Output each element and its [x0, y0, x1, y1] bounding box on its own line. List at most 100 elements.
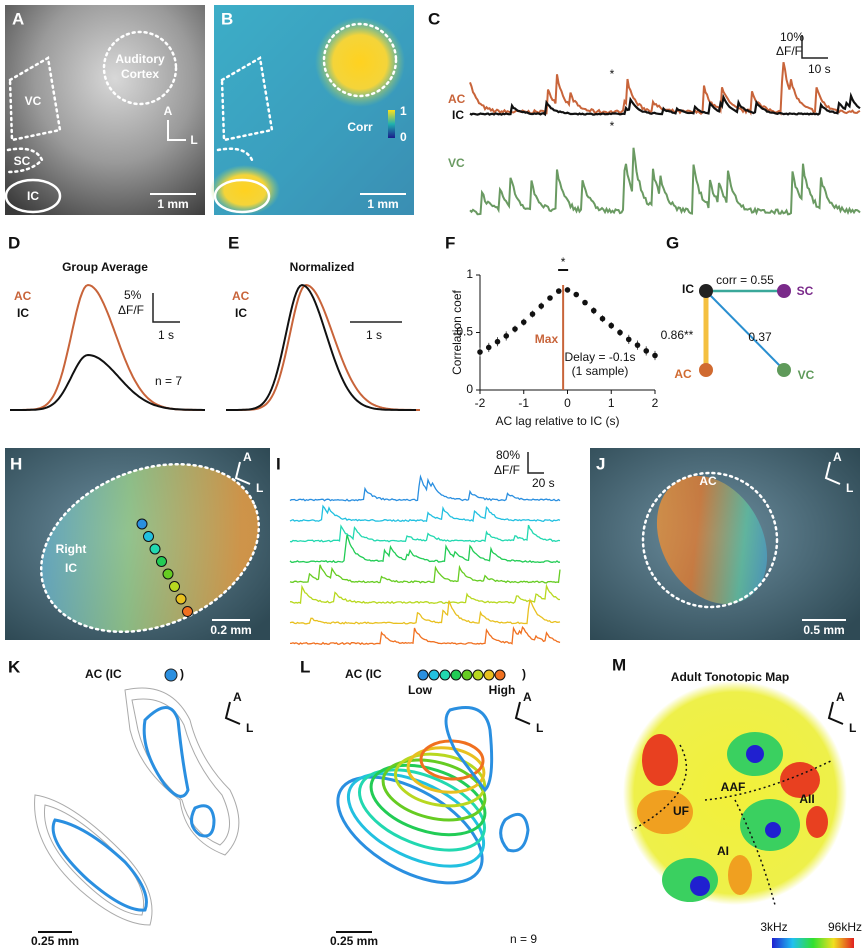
label: L — [190, 133, 197, 147]
label: 0.25 mm — [31, 934, 79, 948]
label: n = 9 — [510, 932, 537, 946]
point — [591, 308, 597, 314]
label: UF — [673, 804, 689, 818]
trace — [290, 525, 560, 542]
label: AC (IC — [85, 667, 122, 681]
correlation-chart: 00.51-2-1012Correlation coefAC lag relat… — [450, 255, 658, 428]
label: Corr — [347, 120, 373, 134]
significance: * — [561, 255, 566, 269]
label: 10 s — [808, 62, 831, 76]
label: SC — [797, 284, 814, 298]
trace — [470, 62, 860, 113]
label: 3kHz — [760, 920, 787, 934]
label: A — [836, 690, 845, 704]
label: A — [12, 9, 24, 28]
roi-dot — [418, 670, 428, 680]
point — [530, 311, 536, 317]
label: AC — [699, 474, 717, 488]
y-tick-label: 1 — [466, 267, 473, 281]
label: 80% — [496, 448, 520, 462]
label: M — [612, 655, 626, 674]
label: I — [276, 454, 281, 473]
label: IC — [17, 306, 29, 320]
label: AI — [717, 844, 729, 858]
traces — [470, 62, 860, 214]
trace — [470, 148, 860, 215]
label: Low — [408, 683, 433, 697]
label: Cortex — [121, 67, 159, 81]
label: 0.5 mm — [803, 623, 844, 637]
label: VC — [798, 368, 815, 382]
label: AII — [799, 792, 814, 806]
roi-dot — [495, 670, 505, 680]
point — [573, 292, 579, 298]
label: IC — [452, 108, 464, 122]
shape — [191, 806, 214, 836]
roi-dot — [484, 670, 494, 680]
label: 1 s — [366, 328, 382, 342]
roi-dot — [440, 670, 450, 680]
point — [512, 326, 518, 332]
label: ΔF/F — [776, 44, 802, 58]
label: L — [846, 481, 853, 495]
roi-dots — [418, 670, 505, 680]
point — [556, 288, 562, 294]
label: ΔF/F — [118, 303, 144, 317]
figure: A Auditory Cortex VC SC IC A L 1 mm B Co… — [0, 0, 867, 952]
label: Normalized — [290, 260, 355, 274]
shape — [728, 855, 752, 895]
label: L — [849, 721, 856, 735]
label: 5% — [124, 288, 142, 302]
label: A — [164, 104, 173, 118]
label: L — [246, 721, 253, 735]
label: IC — [682, 282, 694, 296]
label: L — [536, 721, 543, 735]
traces — [290, 477, 560, 645]
corr-hotspot — [315, 17, 405, 107]
corr-hotspot — [210, 165, 280, 215]
orientation-arrow — [516, 702, 530, 724]
roi-dot — [165, 669, 177, 681]
scale-bar — [528, 452, 544, 473]
max-label: Max — [535, 332, 559, 346]
label: * — [610, 67, 615, 81]
point — [495, 339, 501, 345]
scale-bar — [153, 293, 180, 322]
shape — [125, 688, 239, 855]
label: IC — [235, 306, 247, 320]
label: C — [428, 9, 440, 28]
point — [477, 349, 483, 355]
roi-dot — [473, 670, 483, 680]
point — [503, 333, 509, 339]
label: 0.86** — [661, 328, 694, 342]
label: H — [10, 454, 22, 473]
label: High — [489, 683, 516, 697]
point — [600, 316, 606, 322]
label: J — [596, 454, 605, 473]
label: A — [243, 450, 252, 464]
y-tick-label: 0 — [466, 382, 473, 396]
shape — [662, 858, 718, 902]
trace — [290, 506, 560, 521]
x-tick-label: 1 — [608, 396, 615, 410]
label: AAF — [721, 780, 746, 794]
roi-dot — [429, 670, 439, 680]
point — [608, 323, 614, 329]
roi-dot — [451, 670, 461, 680]
label: A — [833, 450, 842, 464]
label: ) — [180, 667, 184, 681]
shape — [53, 820, 146, 910]
node — [699, 363, 713, 377]
label: G — [666, 233, 679, 252]
delay-label: (1 sample) — [572, 364, 629, 378]
x-tick-label: -1 — [518, 396, 529, 410]
x-tick-label: 0 — [564, 396, 571, 410]
label: Auditory — [115, 52, 165, 66]
trace — [290, 627, 560, 644]
label: L — [256, 481, 263, 495]
contours — [53, 708, 214, 911]
colorbar — [388, 110, 395, 138]
label: AC — [448, 92, 466, 106]
point — [547, 295, 553, 301]
label: * — [610, 119, 615, 133]
